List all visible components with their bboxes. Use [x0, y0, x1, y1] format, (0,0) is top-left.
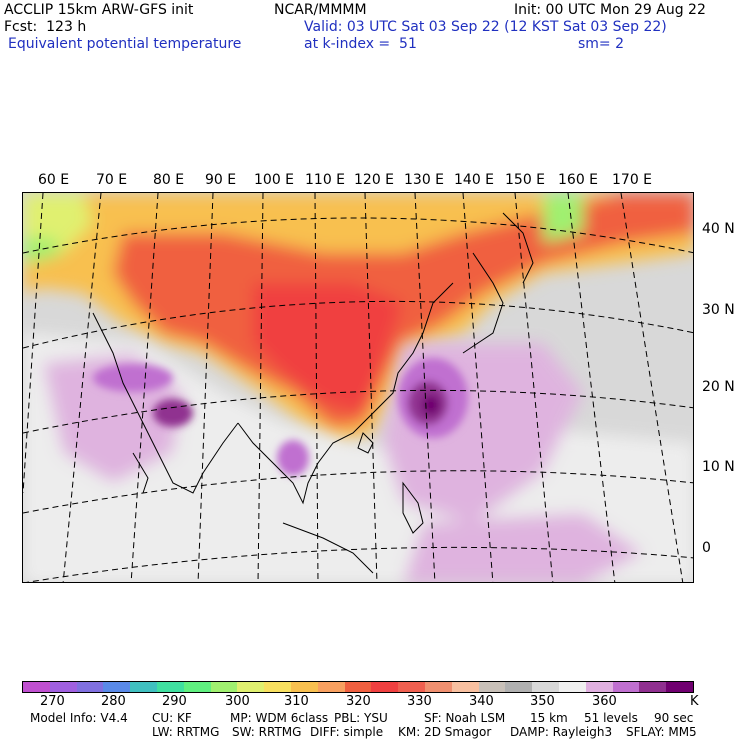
- cu-scheme: CU: KF: [152, 711, 192, 725]
- model-info: Model Info: V4.4: [30, 711, 128, 725]
- colorbar-swatch: [130, 682, 157, 692]
- colorbar: [22, 681, 694, 693]
- colorbar-label: 320: [346, 694, 371, 709]
- colorbar-swatch: [451, 682, 479, 692]
- colorbar-swatch: [23, 682, 50, 692]
- colorbar-swatch: [156, 682, 184, 692]
- forecast-hour: Fcst: 123 h: [4, 19, 87, 35]
- colorbar-swatch: [398, 682, 425, 692]
- colorbar-swatch: [237, 682, 265, 692]
- colorbar-swatch: [478, 682, 506, 692]
- colorbar-swatch: [210, 682, 238, 692]
- lon-label: 80 E: [153, 172, 185, 188]
- level-label: at k-index = 51: [304, 36, 417, 52]
- colorbar-swatch: [317, 682, 345, 692]
- colorbar-label: 270: [40, 694, 65, 709]
- colorbar-swatch: [639, 682, 667, 692]
- damp-scheme: DAMP: Rayleigh3: [510, 725, 613, 739]
- levels: 51 levels: [584, 711, 638, 725]
- theta-e-field: [23, 193, 693, 582]
- graticule: [23, 193, 693, 582]
- indochina-moist: [277, 440, 309, 476]
- bengal-moist: [93, 364, 173, 392]
- smoothing-label: sm= 2: [578, 36, 625, 52]
- colorbar-swatch: [585, 682, 613, 692]
- lon-label: 70 E: [96, 172, 128, 188]
- colorbar-label: 340: [469, 694, 494, 709]
- mp-scheme: MP: WDM 6class: [230, 711, 329, 725]
- hot-core: [253, 283, 403, 413]
- lon-label: 160 E: [558, 172, 599, 188]
- sf-scheme: SF: Noah LSM: [424, 711, 506, 725]
- lon-label: 110 E: [305, 172, 346, 188]
- pbl-scheme: PBL: YSU: [334, 711, 388, 725]
- colorbar-swatch: [532, 682, 559, 692]
- colorbar-label: 350: [530, 694, 555, 709]
- km-scheme: KM: 2D Smagor: [398, 725, 492, 739]
- colorbar-unit: K: [690, 694, 699, 709]
- resolution: 15 km: [530, 711, 568, 725]
- map-panel: [22, 192, 694, 583]
- colorbar-swatch: [76, 682, 104, 692]
- lon-label: 170 E: [612, 172, 653, 188]
- cool-patch-north: [543, 193, 583, 243]
- colorbar-label: 290: [162, 694, 187, 709]
- colorbar-label: 280: [101, 694, 126, 709]
- hot-band: [113, 193, 693, 428]
- colorbar-swatch: [371, 682, 399, 692]
- init-time: Init: 00 UTC Mon 29 Aug 22: [514, 2, 706, 18]
- model-title: ACCLIP 15km ARW-GFS init: [4, 2, 194, 18]
- lat-label: 40 N: [702, 221, 735, 237]
- equator-moist: [403, 513, 643, 582]
- bengal-core: [153, 399, 193, 427]
- lon-label: 100 E: [254, 172, 295, 188]
- center-label: NCAR/MMMM: [274, 2, 367, 18]
- colorbar-swatch: [612, 682, 640, 692]
- lw-scheme: LW: RRTMG: [152, 725, 220, 739]
- lon-label: 60 E: [38, 172, 70, 188]
- lon-label: 150 E: [505, 172, 546, 188]
- colorbar-swatch: [290, 682, 318, 692]
- cool-patch-west2: [23, 238, 63, 263]
- colorbar-swatch: [183, 682, 211, 692]
- colorbar-label: 360: [592, 694, 617, 709]
- diff-scheme: DIFF: simple: [310, 725, 384, 739]
- colorbar-label: 310: [284, 694, 309, 709]
- colorbar-swatch: [558, 682, 586, 692]
- colorbar-label: 300: [225, 694, 250, 709]
- coastlines: [92, 212, 534, 574]
- colorbar-label: 330: [407, 694, 432, 709]
- colorbar-swatch: [505, 682, 533, 692]
- colorbar-swatch: [103, 682, 131, 692]
- sflay-scheme: SFLAY: MM5: [626, 725, 697, 739]
- colorbar-swatch: [264, 682, 291, 692]
- lat-label: 20 N: [702, 379, 735, 395]
- colorbar-swatch: [666, 682, 693, 692]
- lon-label: 130 E: [404, 172, 445, 188]
- sw-scheme: SW: RRTMG: [232, 725, 302, 739]
- lat-label: 0: [702, 540, 711, 556]
- typhoon-eye: [422, 395, 440, 415]
- lat-label: 10 N: [702, 459, 735, 475]
- colorbar-swatch: [424, 682, 452, 692]
- lon-label: 90 E: [205, 172, 237, 188]
- colorbar-swatch: [344, 682, 372, 692]
- valid-time: Valid: 03 UTC Sat 03 Sep 22 (12 KST Sat …: [304, 19, 667, 35]
- lon-label: 120 E: [354, 172, 395, 188]
- field-name: Equivalent potential temperature: [8, 36, 242, 52]
- colorbar-swatch: [49, 682, 77, 692]
- lat-label: 30 N: [702, 302, 735, 318]
- lon-label: 140 E: [454, 172, 495, 188]
- timestep: 90 sec: [654, 711, 694, 725]
